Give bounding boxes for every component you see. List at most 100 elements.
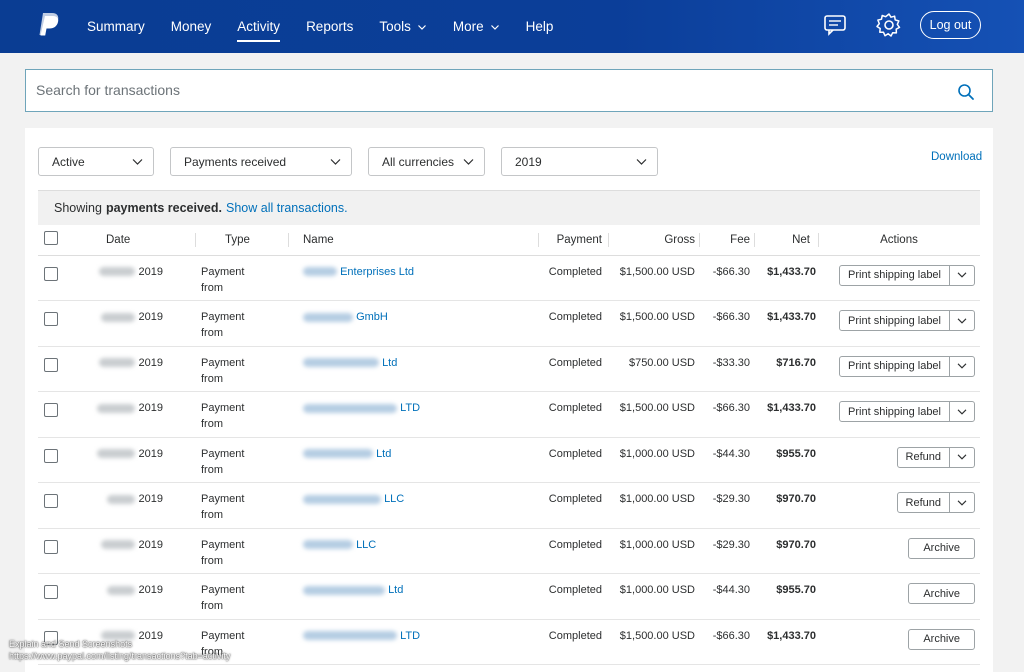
nav-item-help[interactable]: Help [526,0,554,53]
table-row[interactable]: 2019 Payment from Ltd Completed $1,000.00 US… [38,573,980,620]
col-header-type[interactable]: Type [195,225,288,256]
name-cell[interactable]: LTD [288,391,538,438]
col-header-gross[interactable]: Gross [608,225,699,256]
redacted-date [101,312,136,322]
payer-name-link[interactable]: Enterprises Ltd [340,265,415,278]
row-select-cell [38,528,78,574]
action-menu-chevron[interactable] [949,356,974,376]
payer-name-link[interactable]: Ltd [382,356,398,369]
archive-button[interactable]: Archive [908,537,975,559]
nav-item-reports[interactable]: Reports [306,0,353,53]
date-cell: 2019 [78,437,195,483]
fee-cell: -$44.30 [699,573,754,620]
table-row[interactable]: 2019 Payment from Enterprises Ltd Completed… [38,255,980,301]
select-all-checkbox[interactable] [44,231,58,246]
row-action-button[interactable]: Print shipping label [839,264,975,286]
type-filter-dropdown[interactable]: Payments received [170,147,352,176]
table-row[interactable]: 2019 Payment from LTD Completed $1,500.00 US… [38,619,980,665]
search-icon[interactable] [957,83,975,101]
redacted-name [303,540,353,550]
payer-name-link[interactable]: LTD [400,629,421,642]
nav-item-tools[interactable]: Tools [379,0,427,53]
name-cell[interactable]: Ltd [288,573,538,620]
action-menu-chevron[interactable] [949,311,974,330]
payment-status-cell: Completed [538,528,608,574]
col-header-payment[interactable]: Payment [538,225,608,256]
payment-status-cell: Completed [538,437,608,483]
col-header-name[interactable]: Name [288,225,538,256]
nav-item-more[interactable]: More [453,0,500,53]
nav-item-money[interactable]: Money [171,0,212,53]
table-row[interactable]: 2019 Payment from GmbH Completed $1,500.00 U… [38,300,980,347]
name-cell[interactable]: Ltd [288,346,538,392]
currency-filter-dropdown[interactable]: All currencies [368,147,485,176]
date-year: 2019 [138,493,163,505]
type-cell: Payment from [195,391,288,438]
action-menu-chevron[interactable] [949,447,974,467]
table-row[interactable]: 2019 Payment from Ltd Completed $1,000.00 US… [38,437,980,483]
table-row[interactable]: 2019 Payment from LTD Completed $1,500.00 US… [38,391,980,438]
row-action-button[interactable]: Refund [896,492,975,513]
nav-item-label: Help [525,19,554,34]
row-select-cell [38,482,78,529]
row-action-button[interactable]: Print shipping label [839,310,975,331]
row-checkbox[interactable] [44,630,58,645]
net-cell: $1,433.70 [754,300,818,347]
table-row[interactable]: 2019 Payment from Ltd Completed $750.00 USD -… [38,346,980,392]
name-cell[interactable]: GmbH [288,300,538,347]
status-filter-dropdown[interactable]: Active [38,147,154,176]
archive-button[interactable]: Archive [908,628,975,650]
name-cell[interactable]: LLC [288,528,538,574]
name-cell[interactable]: LLC [288,482,538,529]
payer-name-link[interactable]: GmbH [356,311,388,323]
row-checkbox[interactable] [44,585,58,599]
name-cell[interactable]: Ltd [288,437,538,483]
row-checkbox[interactable] [44,312,58,326]
payer-name-link[interactable]: LLC [384,493,405,505]
row-checkbox[interactable] [44,357,58,372]
chevron-down-icon [957,317,967,324]
redacted-name [303,312,353,322]
row-action-label: Print shipping label [848,405,941,418]
row-action-button[interactable]: Refund [896,446,975,468]
action-menu-chevron[interactable] [949,402,974,421]
fee-cell: -$33.30 [699,346,754,392]
action-menu-chevron[interactable] [949,493,974,512]
show-all-transactions-link[interactable]: Show all transactions. [226,201,348,215]
messages-icon[interactable] [822,12,848,38]
year-filter-dropdown[interactable]: 2019 [501,147,658,176]
name-cell[interactable]: Enterprises Ltd [288,255,538,301]
row-checkbox[interactable] [44,539,58,554]
row-checkbox[interactable] [44,494,58,508]
nav-item-activity[interactable]: Activity [237,0,280,53]
chevron-down-icon [463,159,474,165]
search-input[interactable] [36,70,936,110]
payer-name-link[interactable]: LLC [356,538,377,551]
nav-item-summary[interactable]: Summary [87,0,145,53]
row-action-button[interactable]: Print shipping label [839,401,975,422]
payer-name-link[interactable]: LTD [400,402,421,414]
actions-cell: Archive [818,619,980,665]
table-row[interactable]: 2019 Payment from LLC Completed $1,000.00 US… [38,528,980,574]
net-cell: $970.70 [754,528,818,574]
payer-name-link[interactable]: Ltd [376,447,392,460]
col-header-date[interactable]: Date [78,225,195,256]
paypal-logo[interactable] [34,11,62,39]
download-link[interactable]: Download [931,151,983,163]
name-cell[interactable]: LTD [288,619,538,665]
row-select-cell [38,391,78,438]
row-checkbox[interactable] [44,266,58,281]
col-header-net[interactable]: Net [754,225,818,256]
row-checkbox[interactable] [44,403,58,417]
nav-item-label: Money [170,19,212,34]
payer-name-link[interactable]: Ltd [388,584,404,596]
row-action-button[interactable]: Print shipping label [839,355,975,377]
row-checkbox[interactable] [44,448,58,463]
archive-button[interactable]: Archive [908,583,975,604]
col-header-fee[interactable]: Fee [699,225,754,256]
gross-cell: $1,000.00 USD [608,573,699,620]
action-menu-chevron[interactable] [949,265,974,285]
settings-gear-icon[interactable] [876,12,902,38]
table-row[interactable]: 2019 Payment from LLC Completed $1,000.00 US… [38,482,980,529]
logout-button[interactable]: Log out [920,11,981,39]
